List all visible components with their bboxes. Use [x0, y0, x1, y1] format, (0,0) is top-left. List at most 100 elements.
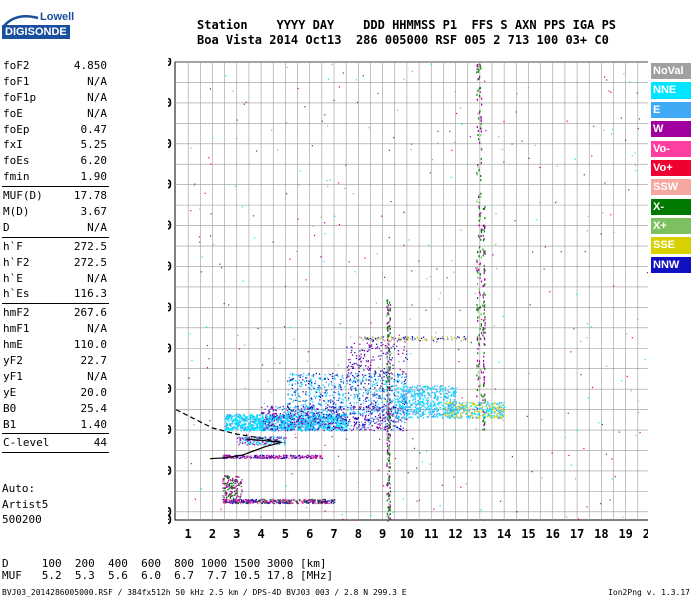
echo-point-e: [375, 382, 377, 384]
echo-point-f-trace: [293, 423, 296, 425]
echo-point-f-trace: [386, 425, 389, 427]
echo-point-nne: [296, 421, 299, 424]
echo-point-sse: [464, 407, 467, 409]
echo-point-noise: [208, 358, 210, 360]
echo-point-f-trace: [351, 429, 353, 432]
param-row: hmE 110.0: [2, 337, 109, 353]
echo-point-es-low: [274, 500, 276, 502]
echo-point-noise: [237, 334, 239, 337]
echo-point-nne: [297, 427, 299, 430]
echo-point-f-trace: [314, 420, 317, 423]
echo-point-e: [386, 409, 388, 411]
echo-point-lower: [246, 444, 248, 446]
echo-point-f-trace: [399, 407, 401, 409]
echo-point-f-trace: [331, 429, 333, 432]
param-value: N/A: [87, 220, 107, 234]
echo-point-e: [417, 393, 419, 396]
echo-point-nnw: [374, 371, 376, 373]
echo-point-f-trace: [335, 422, 337, 424]
echo-point-f-trace: [311, 409, 313, 412]
echo-point-es-low: [322, 498, 324, 501]
echo-point-nne: [310, 415, 312, 418]
echo-point-nne: [337, 424, 340, 427]
echo-point-sse: [450, 411, 452, 413]
echo-point-noise: [311, 375, 313, 377]
echo-point-e: [360, 381, 362, 383]
echo-point-nne: [310, 416, 312, 419]
echo-point-es-low: [229, 497, 232, 499]
echo-point-e: [414, 393, 416, 395]
echo-point-f-trace: [317, 413, 319, 415]
echo-point-nne: [335, 417, 337, 420]
echo-point-noise: [355, 79, 358, 81]
echo-point-noise: [304, 106, 306, 108]
echo-point-e: [438, 412, 441, 415]
echo-point-nnw: [370, 361, 372, 363]
echo-point-es: [319, 456, 321, 459]
echo-point-f-trace: [314, 417, 316, 420]
echo-point-f-trace: [278, 416, 281, 418]
echo-point-nne: [304, 424, 306, 426]
echo-point-nnw: [382, 343, 384, 346]
echo-point-e: [383, 403, 385, 406]
param-row: yF1 N/A: [2, 369, 109, 385]
echo-point-noise: [410, 353, 412, 355]
echo-point-f-trace: [319, 411, 321, 413]
param-row: B0 25.4: [2, 401, 109, 417]
echo-point-sse: [489, 414, 492, 417]
echo-point-noise: [436, 268, 438, 270]
echo-point-spread: [406, 338, 408, 340]
echo-point-lower: [271, 436, 273, 438]
echo-point-nne: [231, 415, 234, 418]
echo-point-e: [391, 401, 394, 403]
echo-point-e: [372, 383, 374, 385]
echo-point-nne: [335, 423, 338, 426]
echo-point-e: [397, 381, 399, 383]
echo-point-f-trace: [326, 413, 328, 416]
echo-point-f-trace: [317, 428, 320, 430]
echo-point-e: [378, 397, 380, 399]
interference-point: [389, 476, 391, 479]
echo-point-e: [388, 383, 391, 385]
echo-point-es-low: [261, 502, 264, 504]
echo-point-f-trace: [273, 420, 276, 422]
echo-point-es: [245, 457, 247, 460]
echo-point-f-trace: [316, 412, 318, 414]
echo-point-nne: [268, 419, 270, 421]
echo-point-spread: [442, 337, 444, 340]
echo-point-es: [223, 457, 225, 460]
echo-point-es: [283, 457, 286, 459]
echo-point-sse: [496, 414, 498, 416]
echo-point-f-trace: [267, 410, 270, 412]
echo-point-f-trace: [266, 424, 269, 426]
echo-point-lower: [256, 436, 258, 438]
echo-point-nne: [269, 418, 272, 421]
echo-point-nne: [277, 426, 279, 428]
echo-point-f-trace: [332, 422, 335, 424]
echo-point-e: [351, 412, 353, 414]
echo-point-nne: [284, 420, 286, 422]
echo-point-e: [417, 392, 419, 395]
echo-point-noise: [190, 463, 192, 465]
echo-point-spread: [441, 336, 443, 338]
param-value: 17.78: [73, 189, 107, 203]
echo-point-nne: [259, 428, 261, 430]
echo-point-e: [359, 397, 361, 400]
echo-point-noise: [516, 93, 518, 95]
param-value: 5.25: [80, 138, 108, 152]
echo-point-noise: [430, 63, 432, 65]
echo-point-nne: [314, 423, 317, 426]
echo-point-f-trace: [282, 405, 284, 408]
echo-point-e: [427, 405, 430, 407]
echo-point-e: [394, 401, 397, 404]
echo-point-sse: [494, 406, 496, 408]
echo-point-f-trace: [327, 409, 330, 411]
echo-point-e: [382, 390, 384, 393]
echo-point-f-trace: [359, 429, 361, 431]
echo-point-es-low: [245, 498, 247, 501]
echo-point-es-low: [250, 499, 252, 501]
echo-point-f-trace: [319, 420, 321, 422]
echo-point-lower: [277, 440, 279, 442]
echo-point-e: [400, 401, 402, 403]
echo-point-noise: [612, 129, 614, 131]
